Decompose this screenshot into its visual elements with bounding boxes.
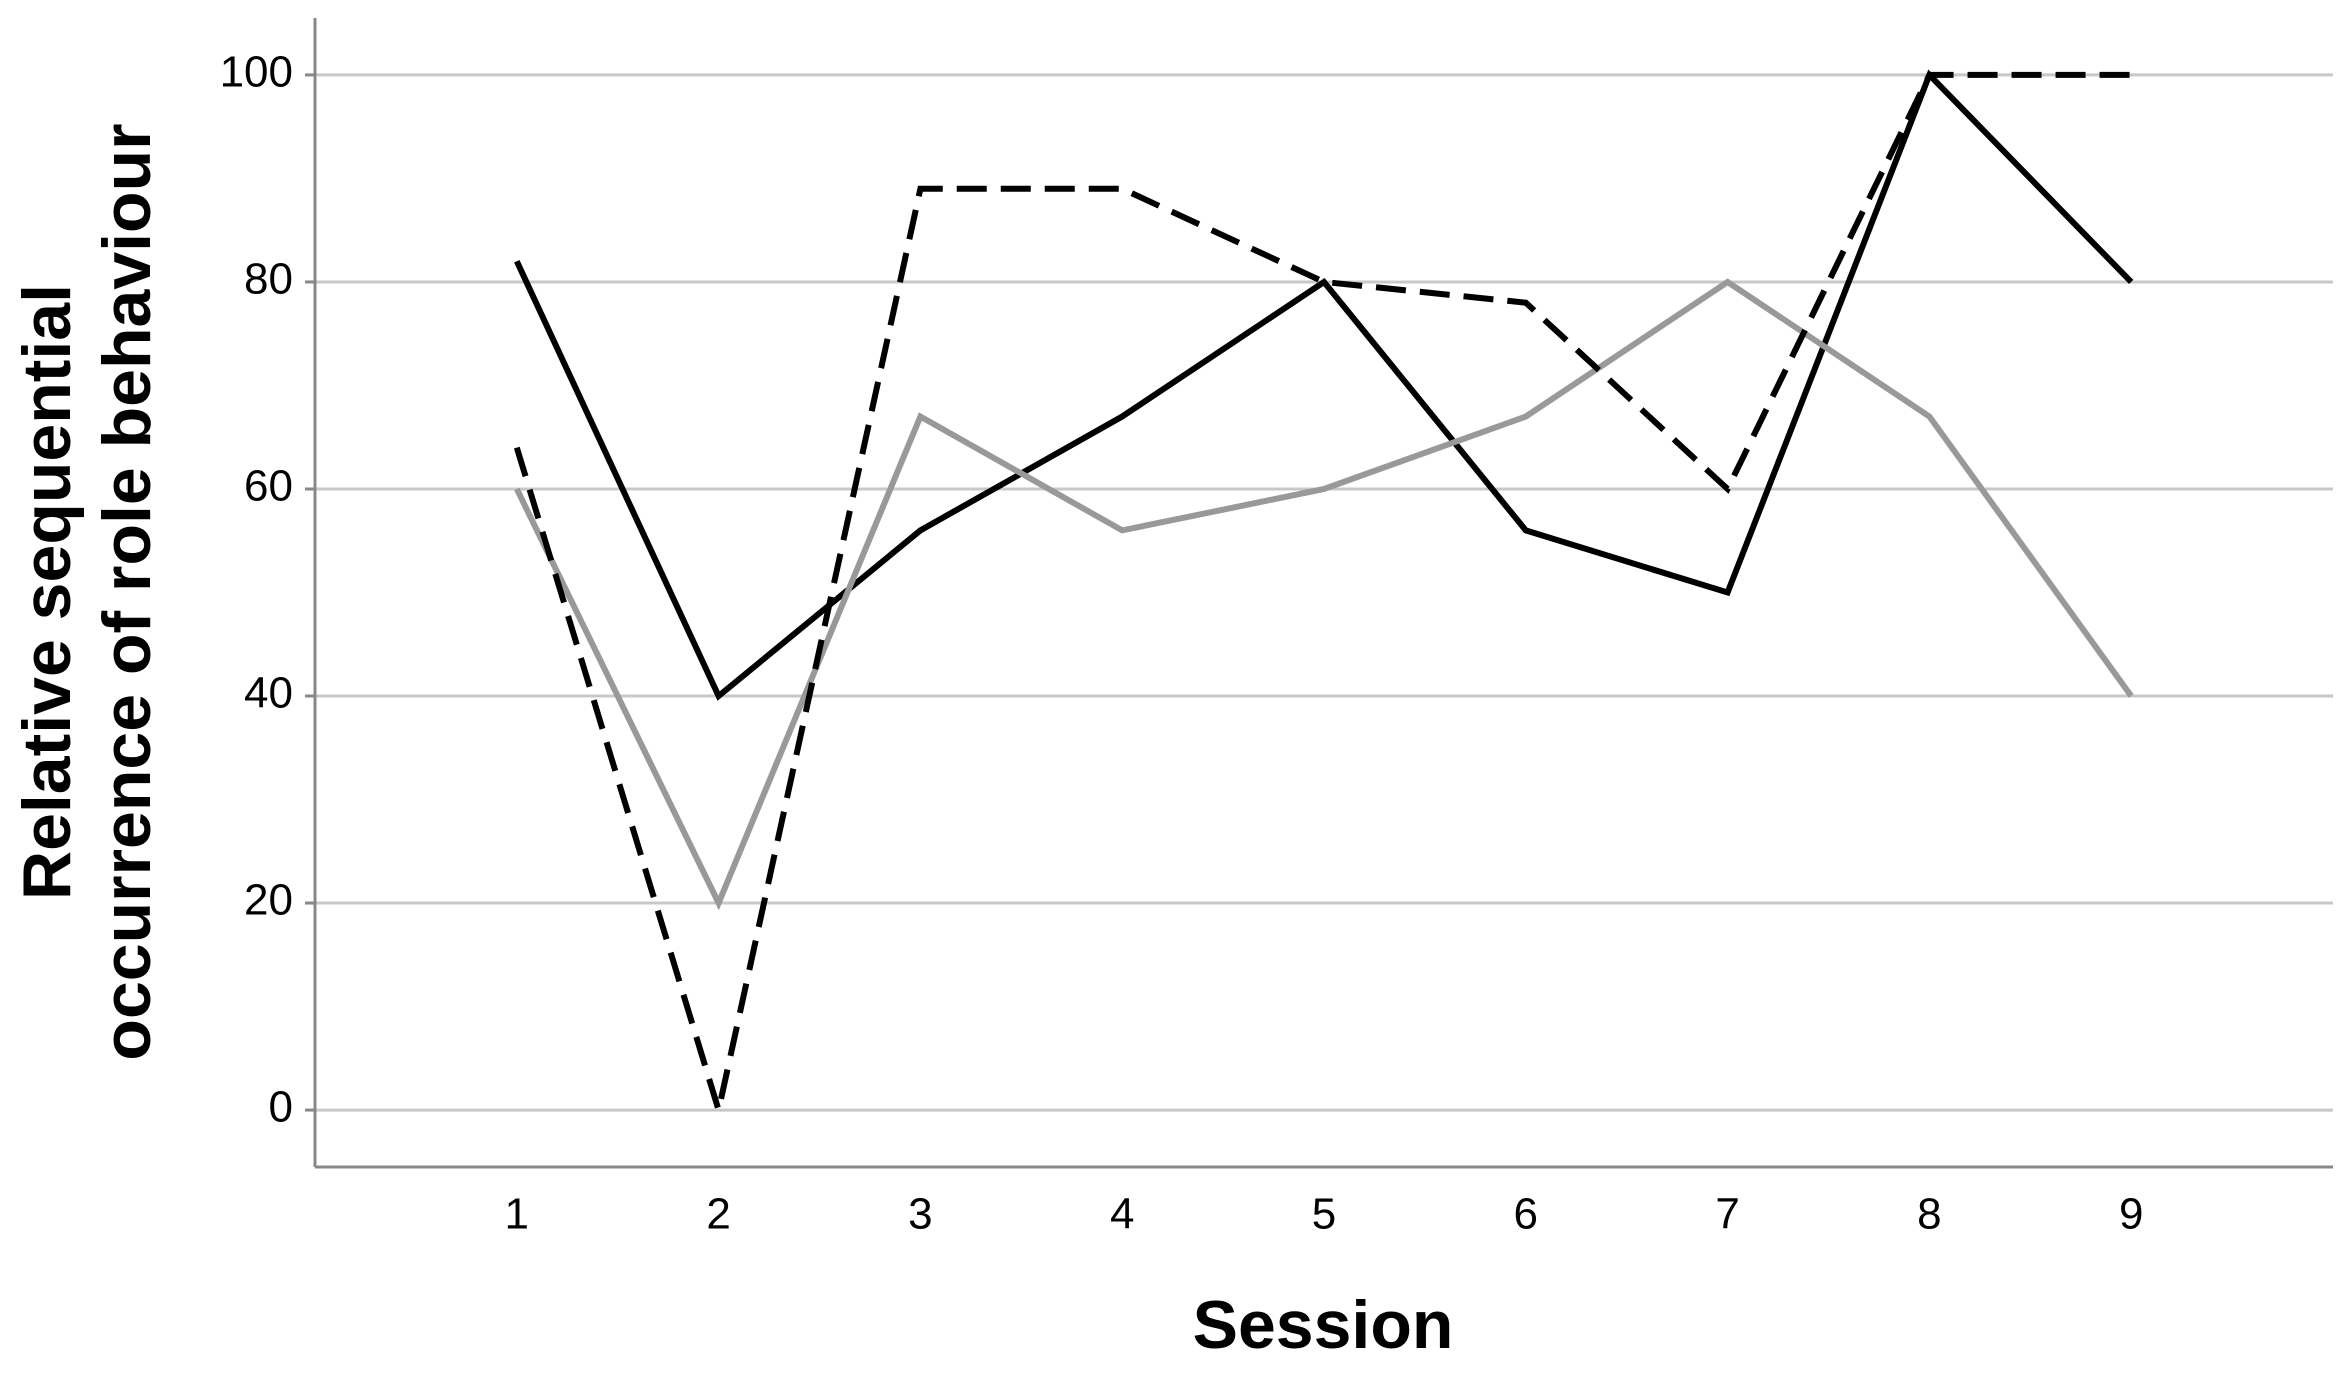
x-tick-label: 3 (908, 1190, 932, 1239)
x-tick-label: 1 (505, 1190, 529, 1239)
x-tick-label: 8 (1917, 1190, 1941, 1239)
y-tick-label: 60 (244, 462, 293, 511)
x-tick-label: 2 (706, 1190, 730, 1239)
y-axis-title-line: occurrence of role behaviour (89, 123, 165, 1060)
line-series (514, 278, 2134, 911)
line-series (513, 71, 2132, 1122)
x-tick-label: 7 (1715, 1190, 1739, 1239)
y-tick-label: 100 (220, 48, 293, 97)
line-series (514, 69, 2134, 701)
y-tick-label: 40 (244, 669, 293, 718)
x-tick-label: 5 (1312, 1190, 1336, 1239)
x-tick-label: 4 (1110, 1190, 1134, 1239)
x-tick-label: 9 (2119, 1190, 2143, 1239)
y-tick-label: 20 (244, 876, 293, 925)
x-axis-title: Session (1193, 1287, 1454, 1363)
y-tick-label: 0 (269, 1083, 293, 1132)
y-tick-label: 80 (244, 255, 293, 304)
x-tick-label: 6 (1514, 1190, 1538, 1239)
y-axis-title-line: Relative sequential (9, 284, 85, 900)
y-axis-title: Relative sequential occurrence of role b… (9, 123, 165, 1060)
